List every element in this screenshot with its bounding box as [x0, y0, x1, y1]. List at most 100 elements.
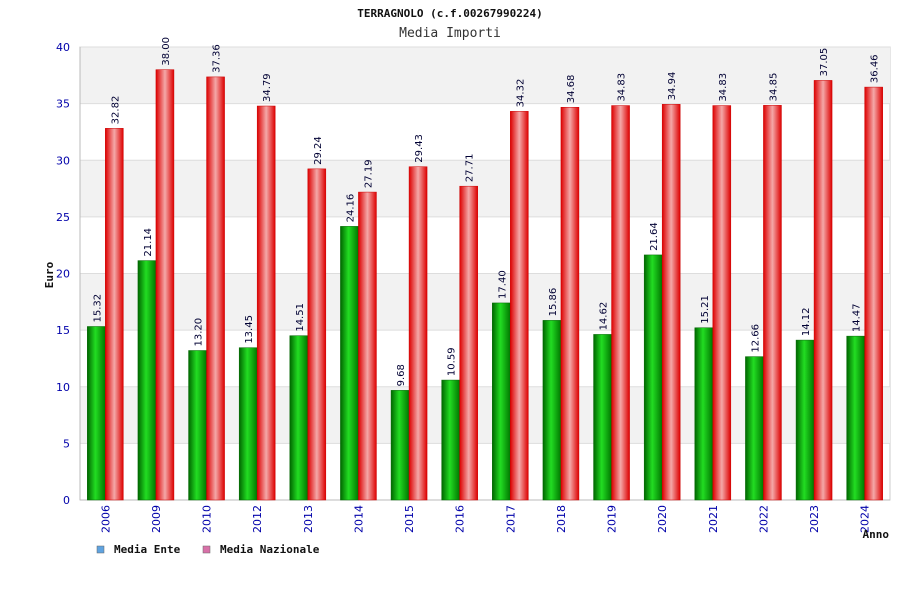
- value-label: 34.32: [515, 79, 526, 108]
- x-tick-label: 2017: [504, 505, 517, 533]
- value-label: 29.24: [313, 136, 324, 165]
- x-tick-label: 2015: [403, 505, 416, 533]
- bar-media-nazionale-2021: [712, 105, 732, 501]
- y-tick-label: 40: [56, 41, 70, 54]
- y-axis-ticks: 0 5 10 15 20 25 30 35 40: [56, 41, 70, 507]
- value-label: 38.00: [161, 37, 172, 66]
- bar-media-ente-2018: [542, 320, 562, 501]
- x-axis-label: Anno: [863, 528, 890, 541]
- bar-media-ente-2012: [238, 347, 258, 501]
- value-label: 34.83: [617, 73, 628, 102]
- y-tick-label: 20: [56, 268, 70, 281]
- value-label: 15.21: [700, 295, 711, 324]
- bar-media-nazionale-2015: [408, 166, 428, 501]
- value-label: 14.12: [801, 307, 812, 336]
- bar-media-ente-2013: [289, 335, 309, 501]
- bar-media-ente-2015: [390, 390, 410, 501]
- value-label: 37.36: [212, 44, 223, 73]
- x-tick-label: 2022: [757, 505, 770, 533]
- bar-media-nazionale-2018: [560, 106, 580, 501]
- bar-media-nazionale-2017: [510, 111, 529, 501]
- value-label: 15.86: [548, 288, 559, 317]
- legend-label: Media Ente: [114, 543, 181, 556]
- x-tick-label: 2024: [859, 505, 872, 533]
- bar-media-ente-2019: [593, 334, 612, 501]
- x-tick-label: 2014: [352, 505, 365, 533]
- bar-media-ente-2016: [441, 379, 460, 501]
- bar-media-ente-2021: [694, 327, 714, 501]
- value-label: 36.46: [870, 54, 881, 83]
- legend-label: Media Nazionale: [220, 543, 320, 556]
- value-label: 34.94: [667, 72, 678, 101]
- value-label: 32.82: [110, 96, 121, 125]
- x-tick-label: 2020: [656, 505, 669, 533]
- bar-media-nazionale-2022: [763, 105, 782, 501]
- value-label: 21.64: [649, 222, 660, 251]
- value-label: 17.40: [497, 270, 508, 299]
- value-label: 37.05: [819, 48, 830, 77]
- chart-title: TERRAGNOLO (c.f.00267990224): [357, 7, 542, 20]
- value-label: 27.71: [465, 154, 476, 183]
- x-tick-label: 2023: [808, 505, 821, 533]
- bar-media-ente-2022: [745, 356, 764, 501]
- bar-media-nazionale-2010: [206, 76, 225, 501]
- legend-swatch: [96, 545, 105, 554]
- value-label: 14.47: [852, 303, 863, 332]
- bar-media-nazionale-2013: [307, 168, 327, 501]
- x-tick-label: 2021: [707, 505, 720, 533]
- x-tick-label: 2019: [606, 505, 619, 533]
- value-label: 34.79: [262, 73, 273, 102]
- y-axis-label: Euro: [43, 261, 56, 288]
- bar-media-nazionale-2006: [105, 128, 124, 501]
- x-tick-label: 2018: [555, 505, 568, 533]
- legend: Media Ente Media Nazionale: [96, 543, 320, 556]
- bar-media-ente-2009: [137, 260, 157, 501]
- value-label: 34.85: [768, 73, 779, 102]
- bar-media-nazionale-2009: [155, 69, 175, 501]
- bar-media-ente-2006: [87, 326, 106, 501]
- x-tick-label: 2016: [454, 505, 467, 533]
- x-tick-label: 2006: [99, 505, 112, 533]
- x-axis-ticks: 2006 2009 2010 2012 2013 2014 2015 2016 2017 2018…: [99, 505, 871, 533]
- x-tick-label: 2009: [150, 505, 163, 533]
- x-tick-label: 2010: [201, 505, 214, 533]
- bars: [87, 69, 883, 501]
- value-label: 14.51: [295, 303, 306, 332]
- bar-media-nazionale-2020: [661, 104, 681, 501]
- chart-subtitle: Media Importi: [399, 26, 501, 41]
- value-label: 34.68: [566, 75, 577, 104]
- y-tick-label: 10: [56, 381, 70, 394]
- x-tick-label: 2012: [251, 505, 264, 533]
- bar-media-nazionale-2023: [813, 80, 833, 501]
- value-label: 9.68: [396, 364, 407, 386]
- bar-media-ente-2010: [188, 350, 207, 501]
- value-label: 12.66: [750, 324, 761, 353]
- bar-media-ente-2024: [846, 335, 865, 501]
- value-label: 13.20: [194, 318, 205, 347]
- x-tick-label: 2013: [302, 505, 315, 533]
- y-tick-label: 0: [63, 494, 70, 507]
- bar-media-nazionale-2012: [256, 105, 276, 501]
- bar-media-nazionale-2016: [459, 185, 478, 501]
- y-tick-label: 25: [56, 211, 70, 224]
- value-label: 34.83: [718, 73, 729, 102]
- bar-media-ente-2023: [795, 339, 815, 501]
- value-label: 29.43: [414, 134, 425, 163]
- value-label: 24.16: [345, 194, 356, 223]
- value-label: 27.19: [363, 159, 374, 188]
- value-label: 14.62: [599, 302, 610, 331]
- bar-media-ente-2020: [643, 254, 663, 501]
- bar-media-nazionale-2024: [864, 86, 883, 501]
- legend-swatch: [202, 545, 211, 554]
- bar-media-ente-2014: [340, 226, 359, 501]
- value-label: 13.45: [244, 315, 255, 344]
- bar-media-ente-2017: [492, 302, 511, 501]
- y-tick-label: 30: [56, 154, 70, 167]
- value-labels: 15.32 32.82 21.14 38.00 13.20 37.36 13.45 34.79…: [92, 37, 880, 386]
- value-label: 10.59: [447, 347, 458, 376]
- y-tick-label: 5: [63, 437, 70, 450]
- value-label: 21.14: [143, 228, 154, 257]
- y-tick-label: 35: [56, 98, 70, 111]
- y-tick-label: 15: [56, 324, 70, 337]
- value-label: 15.32: [92, 294, 103, 323]
